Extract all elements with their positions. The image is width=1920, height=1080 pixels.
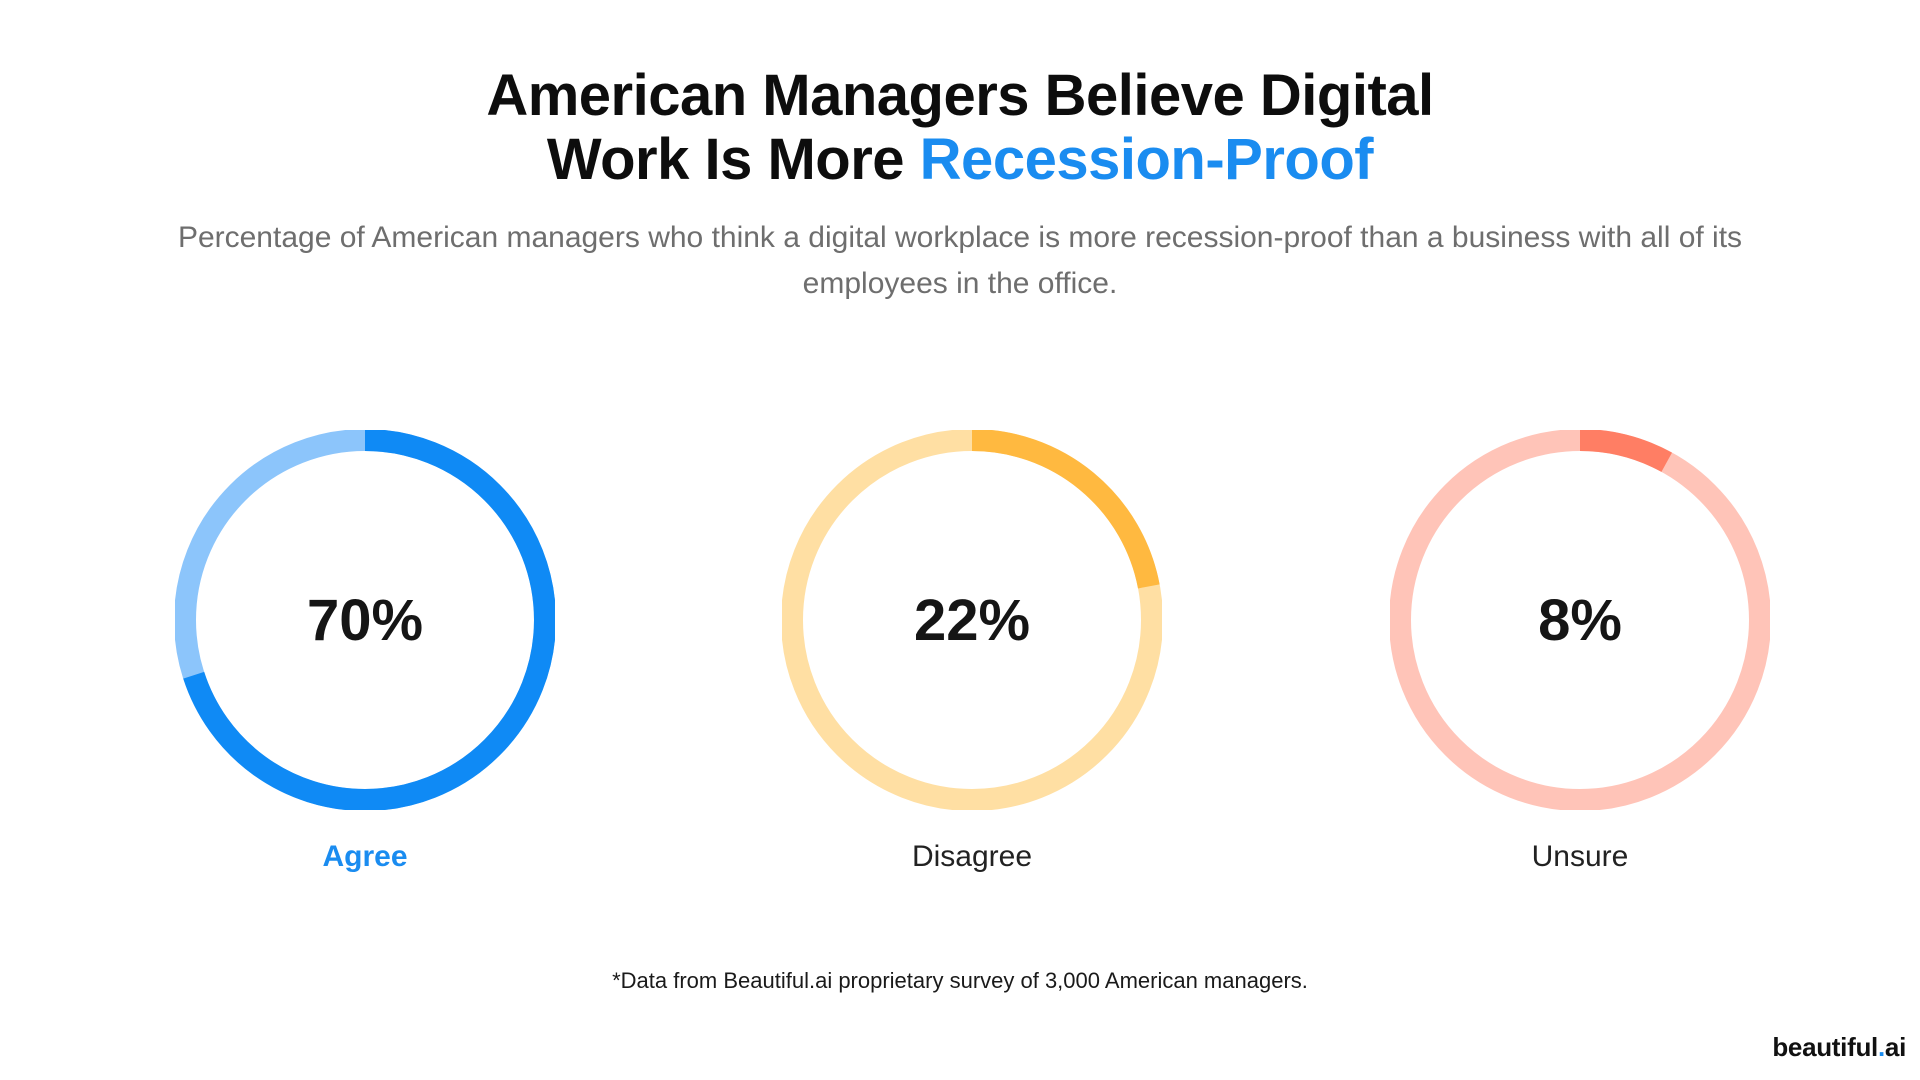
title-accent: Recession-Proof	[919, 127, 1374, 192]
page-title: American Managers Believe Digital Work I…	[0, 64, 1920, 192]
footnote: *Data from Beautiful.ai proprietary surv…	[612, 968, 1308, 993]
donut-disagree-svg	[782, 430, 1162, 810]
donut-disagree-value: 22%	[913, 587, 1031, 653]
donut-unsure: 8% Unsure	[1360, 430, 1800, 900]
donut-agree-arc	[175, 430, 555, 810]
donut-agree-svg	[175, 430, 555, 810]
donut-unsure-value: 8%	[1538, 587, 1622, 653]
donut-unsure-arc	[1390, 430, 1770, 810]
donut-disagree-label: Disagree	[911, 840, 1033, 873]
title-line-2: Work Is More Recession-Proof	[0, 128, 1920, 192]
donut-unsure-svg	[1390, 430, 1770, 810]
logo-dot: .	[1877, 1032, 1885, 1062]
donut-unsure-label: Unsure	[1531, 840, 1629, 873]
logo-suffix: ai	[1884, 1032, 1906, 1062]
donut-agree-value: 70%	[306, 587, 424, 653]
brand-logo: beautiful.ai	[1772, 1032, 1906, 1063]
logo-text: beautiful	[1772, 1032, 1878, 1062]
donut-agree-label: Agree	[322, 840, 408, 873]
title-line-2-prefix: Work Is More	[546, 127, 920, 192]
donut-agree: 70% Agree	[145, 430, 585, 900]
donut-disagree: 22% Disagree	[752, 430, 1192, 900]
title-line-1: American Managers Believe Digital	[486, 63, 1434, 128]
chart-subtitle: Percentage of American managers who thin…	[177, 221, 1743, 300]
donut-charts: 70% Agree 22% Disagree 8% Unsure	[0, 430, 1920, 900]
donut-disagree-arc	[782, 430, 1162, 810]
